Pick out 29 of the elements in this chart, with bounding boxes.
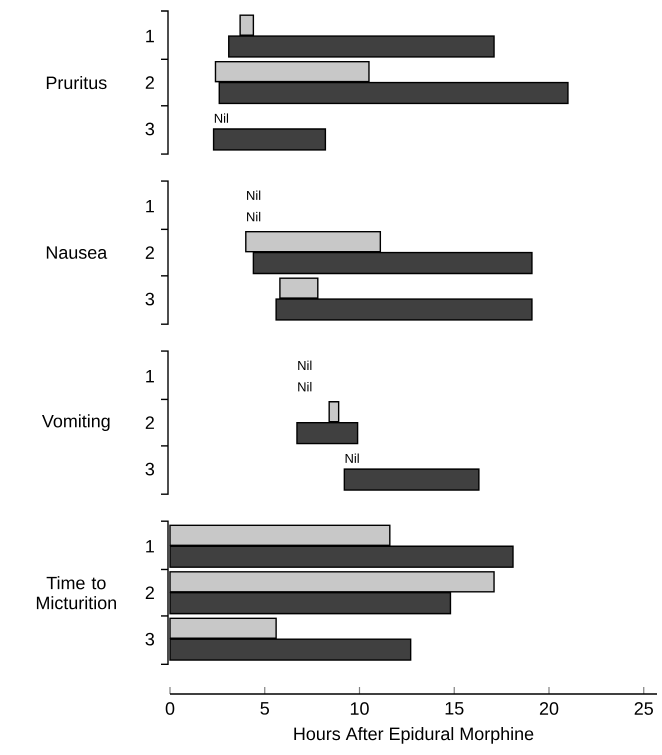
x-tick-label: 20	[540, 702, 558, 715]
y-tick-label: 3	[146, 122, 154, 136]
text: Nil	[298, 360, 312, 370]
text: Nil	[298, 382, 312, 392]
text: Nausea	[46, 246, 108, 259]
text: Nil	[247, 212, 260, 222]
text: Nil	[247, 190, 260, 200]
x-axis-title: Hours After Epidural Morphine	[294, 727, 534, 744]
text: Pruritus	[46, 76, 107, 90]
y-tick-label: 1	[146, 200, 154, 212]
x-tick-label: 10	[350, 702, 369, 715]
text: Nil	[346, 454, 359, 463]
y-tick-label: 3	[146, 462, 154, 476]
x-tick-label: 15	[446, 702, 464, 715]
y-tick-label: 2	[146, 246, 154, 259]
y-tick-label: 2	[146, 416, 154, 429]
y-tick-label: 3	[146, 292, 154, 306]
x-tick-label: 0	[166, 702, 174, 715]
text: Time to Micturition	[36, 576, 116, 610]
y-tick-label: 1	[146, 540, 154, 552]
y-tick-label: 3	[146, 632, 154, 646]
y-tick-label: 1	[146, 370, 154, 382]
y-tick-label: 2	[146, 76, 154, 89]
y-tick-label: 2	[146, 586, 154, 599]
text: Nil	[214, 113, 228, 123]
x-tick-label: 25	[634, 702, 653, 715]
x-tick-label: 5	[260, 702, 269, 715]
y-tick-label: 1	[146, 30, 154, 42]
text: Vomiting	[42, 414, 110, 432]
